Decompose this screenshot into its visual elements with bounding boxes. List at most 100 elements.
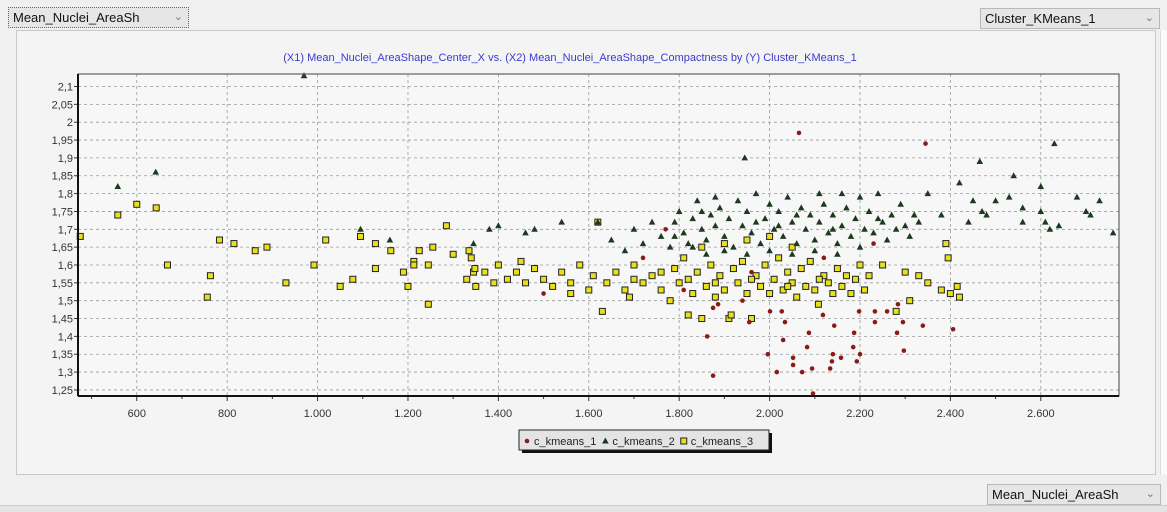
data-point-c_kmeans_2 (1055, 222, 1063, 229)
data-point-c_kmeans_3 (410, 261, 418, 269)
data-point-c_kmeans_3 (698, 243, 706, 251)
data-point-c_kmeans_3 (152, 204, 160, 212)
data-point-c_kmeans_2 (698, 225, 706, 232)
data-point-c_kmeans_3 (924, 279, 932, 287)
y-tick-label: 2,05 (52, 99, 73, 111)
data-point-c_kmeans_3 (429, 243, 437, 251)
data-point-c_kmeans_3 (310, 261, 318, 269)
data-point-c_kmeans_2 (761, 215, 769, 222)
data-point-c_kmeans_2 (816, 190, 823, 197)
x-tick-label: 1.600 (575, 408, 603, 420)
x-axis-selector[interactable]: Mean_Nuclei_AreaSh ⌄ (8, 7, 189, 28)
data-point-c_kmeans_2 (888, 211, 895, 218)
data-point-c_kmeans_2 (743, 207, 751, 214)
data-point-c_kmeans_3 (861, 286, 869, 294)
data-point-c_kmeans_2 (741, 154, 749, 161)
data-point-c_kmeans_1 (827, 366, 833, 371)
data-point-c_kmeans_3 (946, 290, 954, 298)
data-point-c_kmeans_2 (793, 211, 801, 218)
data-point-c_kmeans_3 (797, 265, 805, 273)
data-point-c_kmeans_3 (743, 236, 751, 244)
data-point-c_kmeans_3 (847, 290, 855, 298)
data-point-c_kmeans_1 (790, 355, 796, 361)
data-point-c_kmeans_3 (748, 275, 756, 283)
data-point-c_kmeans_3 (716, 272, 724, 280)
data-point-c_kmeans_3 (820, 272, 828, 280)
data-point-c_kmeans_2 (802, 225, 810, 232)
data-point-c_kmeans_2 (1046, 225, 1054, 232)
data-point-c_kmeans_2 (703, 250, 710, 257)
y-tick-label: 1,3 (58, 367, 73, 379)
data-point-c_kmeans_2 (357, 225, 364, 232)
data-point-c_kmeans_2 (820, 200, 828, 207)
data-point-c_kmeans_3 (531, 265, 539, 273)
data-point-c_kmeans_3 (806, 257, 814, 265)
data-point-c_kmeans_3 (282, 279, 290, 287)
data-point-c_kmeans_3 (589, 272, 597, 280)
data-point-c_kmeans_3 (815, 275, 823, 283)
data-point-c_kmeans_2 (1019, 204, 1027, 211)
data-point-c_kmeans_1 (900, 319, 906, 325)
data-point-c_kmeans_2 (1005, 193, 1013, 200)
data-point-c_kmeans_3 (612, 268, 620, 276)
data-point-c_kmeans_1 (829, 359, 835, 364)
data-point-c_kmeans_2 (734, 197, 742, 204)
data-point-c_kmeans_2 (983, 211, 990, 218)
data-point-c_kmeans_3 (349, 275, 357, 283)
data-point-c_kmeans_2 (825, 229, 832, 236)
data-point-c_kmeans_2 (806, 211, 814, 218)
x-tick-label: 2.200 (846, 408, 874, 420)
x-axis-selector-value: Mean_Nuclei_AreaSh (13, 10, 140, 25)
data-point-c_kmeans_3 (729, 265, 737, 273)
data-point-c_kmeans_3 (512, 268, 520, 276)
data-point-c_kmeans_1 (715, 301, 721, 307)
data-point-c_kmeans_3 (953, 282, 961, 290)
data-point-c_kmeans_3 (603, 279, 611, 287)
data-point-c_kmeans_1 (920, 323, 926, 328)
data-point-c_kmeans_2 (684, 240, 692, 247)
color-by-selector[interactable]: Cluster_KMeans_1 ⌄ (980, 8, 1160, 29)
data-point-c_kmeans_3 (424, 261, 432, 269)
data-point-c_kmeans_2 (666, 243, 674, 250)
data-point-c_kmeans_2 (811, 236, 819, 243)
data-point-c_kmeans_2 (707, 211, 715, 218)
data-point-c_kmeans_2 (721, 247, 728, 254)
data-point-c_kmeans_2 (829, 211, 837, 218)
y-tick-label: 1,6 (58, 260, 73, 272)
data-point-c_kmeans_1 (854, 359, 860, 364)
legend-marker-c_kmeans_1 (524, 438, 530, 444)
data-point-c_kmeans_3 (481, 268, 489, 276)
data-point-c_kmeans_2 (495, 222, 502, 229)
data-point-c_kmeans_3 (133, 200, 141, 208)
y-axis-selector[interactable]: Mean_Nuclei_AreaSh ⌄ (987, 484, 1161, 505)
y-tick-label: 1,45 (52, 314, 73, 326)
data-point-c_kmeans_1 (872, 309, 878, 314)
data-point-c_kmeans_2 (680, 229, 688, 236)
data-point-c_kmeans_2 (748, 229, 755, 236)
data-point-c_kmeans_1 (767, 309, 773, 314)
right-panel-edge (1160, 30, 1167, 475)
data-point-c_kmeans_3 (576, 261, 584, 269)
legend-marker-c_kmeans_3 (680, 437, 688, 445)
data-point-c_kmeans_3 (540, 275, 548, 283)
data-point-c_kmeans_2 (901, 222, 909, 229)
y-tick-label: 1,95 (52, 135, 73, 147)
data-point-c_kmeans_3 (757, 282, 765, 290)
data-point-c_kmeans_3 (625, 293, 633, 301)
data-point-c_kmeans_1 (774, 369, 780, 375)
data-point-c_kmeans_3 (727, 311, 735, 319)
data-point-c_kmeans_1 (851, 330, 857, 336)
data-point-c_kmeans_2 (703, 236, 710, 243)
data-point-c_kmeans_1 (663, 226, 668, 232)
data-point-c_kmeans_1 (895, 301, 901, 307)
data-point-c_kmeans_3 (621, 286, 629, 294)
x-tick-label: 800 (218, 408, 236, 420)
x-tick-label: 1.000 (304, 408, 332, 420)
data-point-c_kmeans_3 (449, 250, 457, 258)
data-point-c_kmeans_3 (707, 261, 715, 269)
data-point-c_kmeans_2 (770, 225, 778, 232)
data-point-c_kmeans_3 (203, 293, 211, 301)
data-point-c_kmeans_2 (675, 207, 683, 214)
data-point-c_kmeans_3 (680, 254, 688, 262)
